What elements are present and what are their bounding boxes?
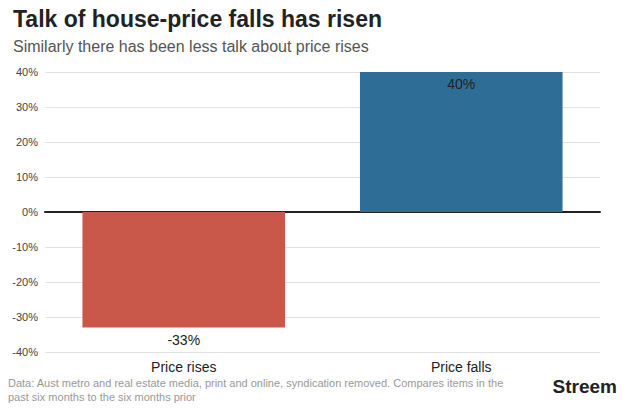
svg-text:past six months to the six mon: past six months to the six months prior [8,391,196,403]
svg-text:Price falls: Price falls [431,359,492,375]
svg-text:-10%: -10% [12,241,38,253]
svg-text:-33%: -33% [167,332,200,348]
svg-text:-20%: -20% [12,276,38,288]
svg-text:Price rises: Price rises [151,359,216,375]
svg-text:40%: 40% [447,76,475,92]
svg-text:-40%: -40% [12,346,38,358]
svg-text:30%: 30% [16,101,38,113]
svg-text:Similarly there has been less: Similarly there has been less talk about… [13,38,369,55]
svg-text:10%: 10% [16,171,38,183]
svg-text:Data: Aust metro and real esta: Data: Aust metro and real estate media, … [8,377,506,389]
svg-text:20%: 20% [16,136,38,148]
svg-text:Streem: Streem [553,376,617,397]
svg-text:40%: 40% [16,66,38,78]
svg-text:Talk of house-price falls has: Talk of house-price falls has risen [13,6,382,32]
svg-text:-30%: -30% [12,311,38,323]
svg-text:0%: 0% [22,206,38,218]
